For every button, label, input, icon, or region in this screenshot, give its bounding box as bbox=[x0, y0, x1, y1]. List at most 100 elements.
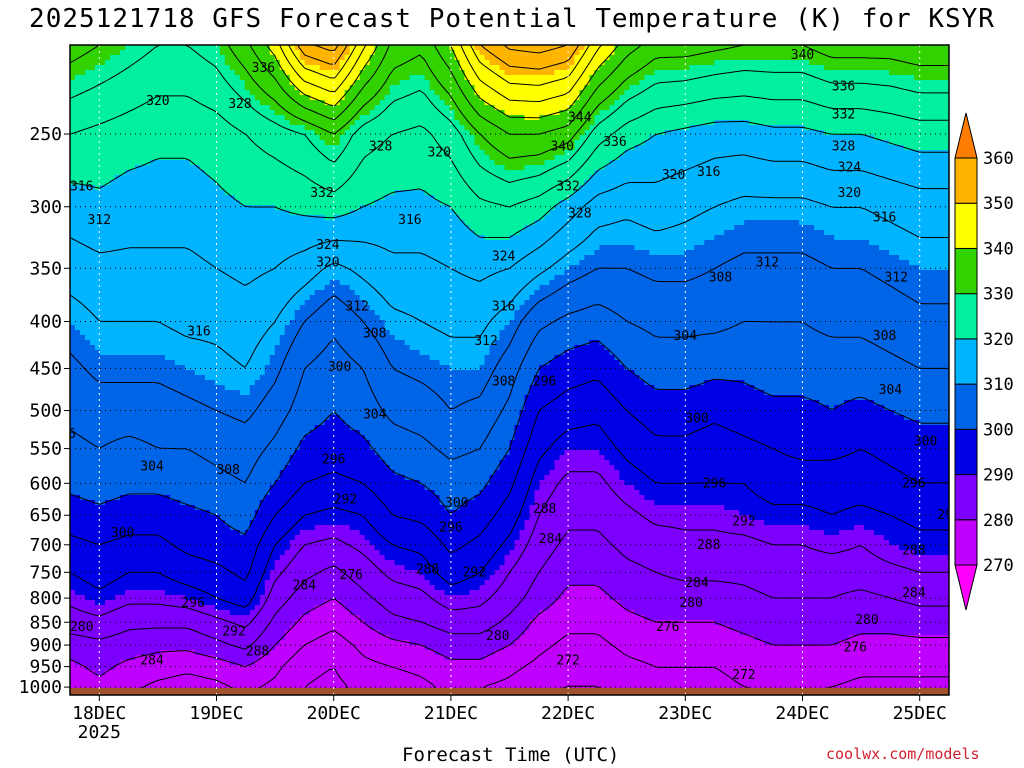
heatmap-cell bbox=[544, 60, 551, 66]
heatmap-cell bbox=[894, 150, 900, 156]
heatmap-cell bbox=[194, 70, 201, 76]
heatmap-cell bbox=[274, 185, 281, 191]
heatmap-cell bbox=[524, 180, 531, 186]
heatmap-cell bbox=[909, 130, 915, 136]
heatmap-cell bbox=[784, 100, 790, 106]
heatmap-cell bbox=[429, 130, 436, 136]
heatmap-cell bbox=[439, 100, 446, 106]
heatmap-cell bbox=[374, 50, 381, 56]
heatmap-cell bbox=[349, 90, 356, 96]
heatmap-cell bbox=[234, 140, 241, 146]
heatmap-cell bbox=[389, 160, 396, 166]
heatmap-cell bbox=[594, 115, 600, 121]
heatmap-cell bbox=[854, 110, 860, 116]
heatmap-cell bbox=[144, 75, 151, 81]
heatmap-cell bbox=[864, 105, 870, 111]
heatmap-cell bbox=[819, 50, 825, 56]
heatmap-cell bbox=[634, 155, 640, 161]
heatmap-cell bbox=[939, 175, 945, 181]
heatmap-cell bbox=[549, 55, 556, 61]
heatmap-cell bbox=[144, 150, 151, 156]
heatmap-cell bbox=[434, 75, 441, 81]
heatmap-cell bbox=[289, 110, 296, 116]
heatmap-cell bbox=[579, 145, 586, 151]
heatmap-cell bbox=[194, 55, 201, 61]
heatmap-cell bbox=[924, 145, 930, 151]
heatmap-cell bbox=[189, 125, 196, 131]
heatmap-cell bbox=[329, 150, 336, 156]
heatmap-cell bbox=[744, 150, 750, 156]
heatmap-cell bbox=[354, 70, 361, 76]
heatmap-cell bbox=[724, 130, 730, 136]
heatmap-cell bbox=[224, 185, 231, 191]
heatmap-cell bbox=[70, 50, 76, 56]
heatmap-cell bbox=[484, 80, 491, 86]
heatmap-cell bbox=[319, 100, 326, 106]
heatmap-cell bbox=[854, 160, 860, 166]
heatmap-cell bbox=[864, 45, 870, 51]
heatmap-cell bbox=[564, 175, 571, 181]
heatmap-cell bbox=[569, 145, 576, 151]
heatmap-cell bbox=[329, 170, 336, 176]
heatmap-cell bbox=[164, 100, 171, 106]
heatmap-cell bbox=[799, 45, 805, 51]
heatmap-cell bbox=[424, 100, 431, 106]
heatmap-cell bbox=[934, 150, 940, 156]
heatmap-cell bbox=[509, 95, 516, 101]
heatmap-cell bbox=[694, 125, 700, 131]
heatmap-cell bbox=[184, 135, 191, 141]
heatmap-cell bbox=[424, 135, 431, 141]
heatmap-cell bbox=[409, 180, 416, 186]
heatmap-cell bbox=[169, 180, 176, 186]
heatmap-cell bbox=[309, 105, 316, 111]
heatmap-cell bbox=[599, 180, 605, 186]
heatmap-cell bbox=[299, 75, 306, 81]
heatmap-cell bbox=[409, 150, 416, 156]
heatmap-cell bbox=[879, 120, 885, 126]
heatmap-cell bbox=[184, 160, 191, 166]
heatmap-cell bbox=[679, 105, 685, 111]
heatmap-cell bbox=[654, 70, 660, 76]
heatmap-cell bbox=[70, 175, 76, 181]
heatmap-cell bbox=[539, 160, 546, 166]
heatmap-cell bbox=[709, 170, 715, 176]
heatmap-cell bbox=[70, 85, 76, 91]
heatmap-cell bbox=[349, 160, 356, 166]
heatmap-cell bbox=[134, 65, 141, 71]
heatmap-cell bbox=[809, 160, 815, 166]
heatmap-cell bbox=[509, 115, 516, 121]
heatmap-cell bbox=[924, 65, 930, 71]
heatmap-cell bbox=[219, 120, 226, 126]
heatmap-cell bbox=[874, 140, 880, 146]
heatmap-cell bbox=[119, 145, 126, 151]
heatmap-cell bbox=[714, 115, 720, 121]
heatmap-cell bbox=[274, 145, 281, 151]
heatmap-cell bbox=[184, 145, 191, 151]
heatmap-cell bbox=[244, 160, 251, 166]
heatmap-cell bbox=[129, 135, 136, 141]
heatmap-cell bbox=[454, 130, 461, 136]
heatmap-cell bbox=[639, 105, 645, 111]
heatmap-cell bbox=[534, 95, 541, 101]
heatmap-cell bbox=[749, 125, 755, 131]
heatmap-cell bbox=[314, 130, 321, 136]
heatmap-cell bbox=[399, 160, 406, 166]
heatmap-cell bbox=[849, 100, 855, 106]
heatmap-cell bbox=[754, 120, 760, 126]
heatmap-cell bbox=[239, 95, 246, 101]
heatmap-cell bbox=[259, 100, 266, 106]
heatmap-cell bbox=[599, 130, 605, 136]
heatmap-cell bbox=[259, 95, 266, 101]
heatmap-cell bbox=[749, 180, 755, 186]
heatmap-cell bbox=[359, 95, 366, 101]
heatmap-cell bbox=[809, 45, 815, 51]
heatmap-cell bbox=[714, 180, 720, 186]
heatmap-cell bbox=[84, 135, 91, 141]
heatmap-cell bbox=[254, 65, 261, 71]
heatmap-cell bbox=[174, 170, 181, 176]
heatmap-cell bbox=[144, 60, 151, 66]
heatmap-cell bbox=[369, 90, 376, 96]
heatmap-cell bbox=[879, 160, 885, 166]
heatmap-cell bbox=[404, 180, 411, 186]
heatmap-cell bbox=[179, 140, 186, 146]
